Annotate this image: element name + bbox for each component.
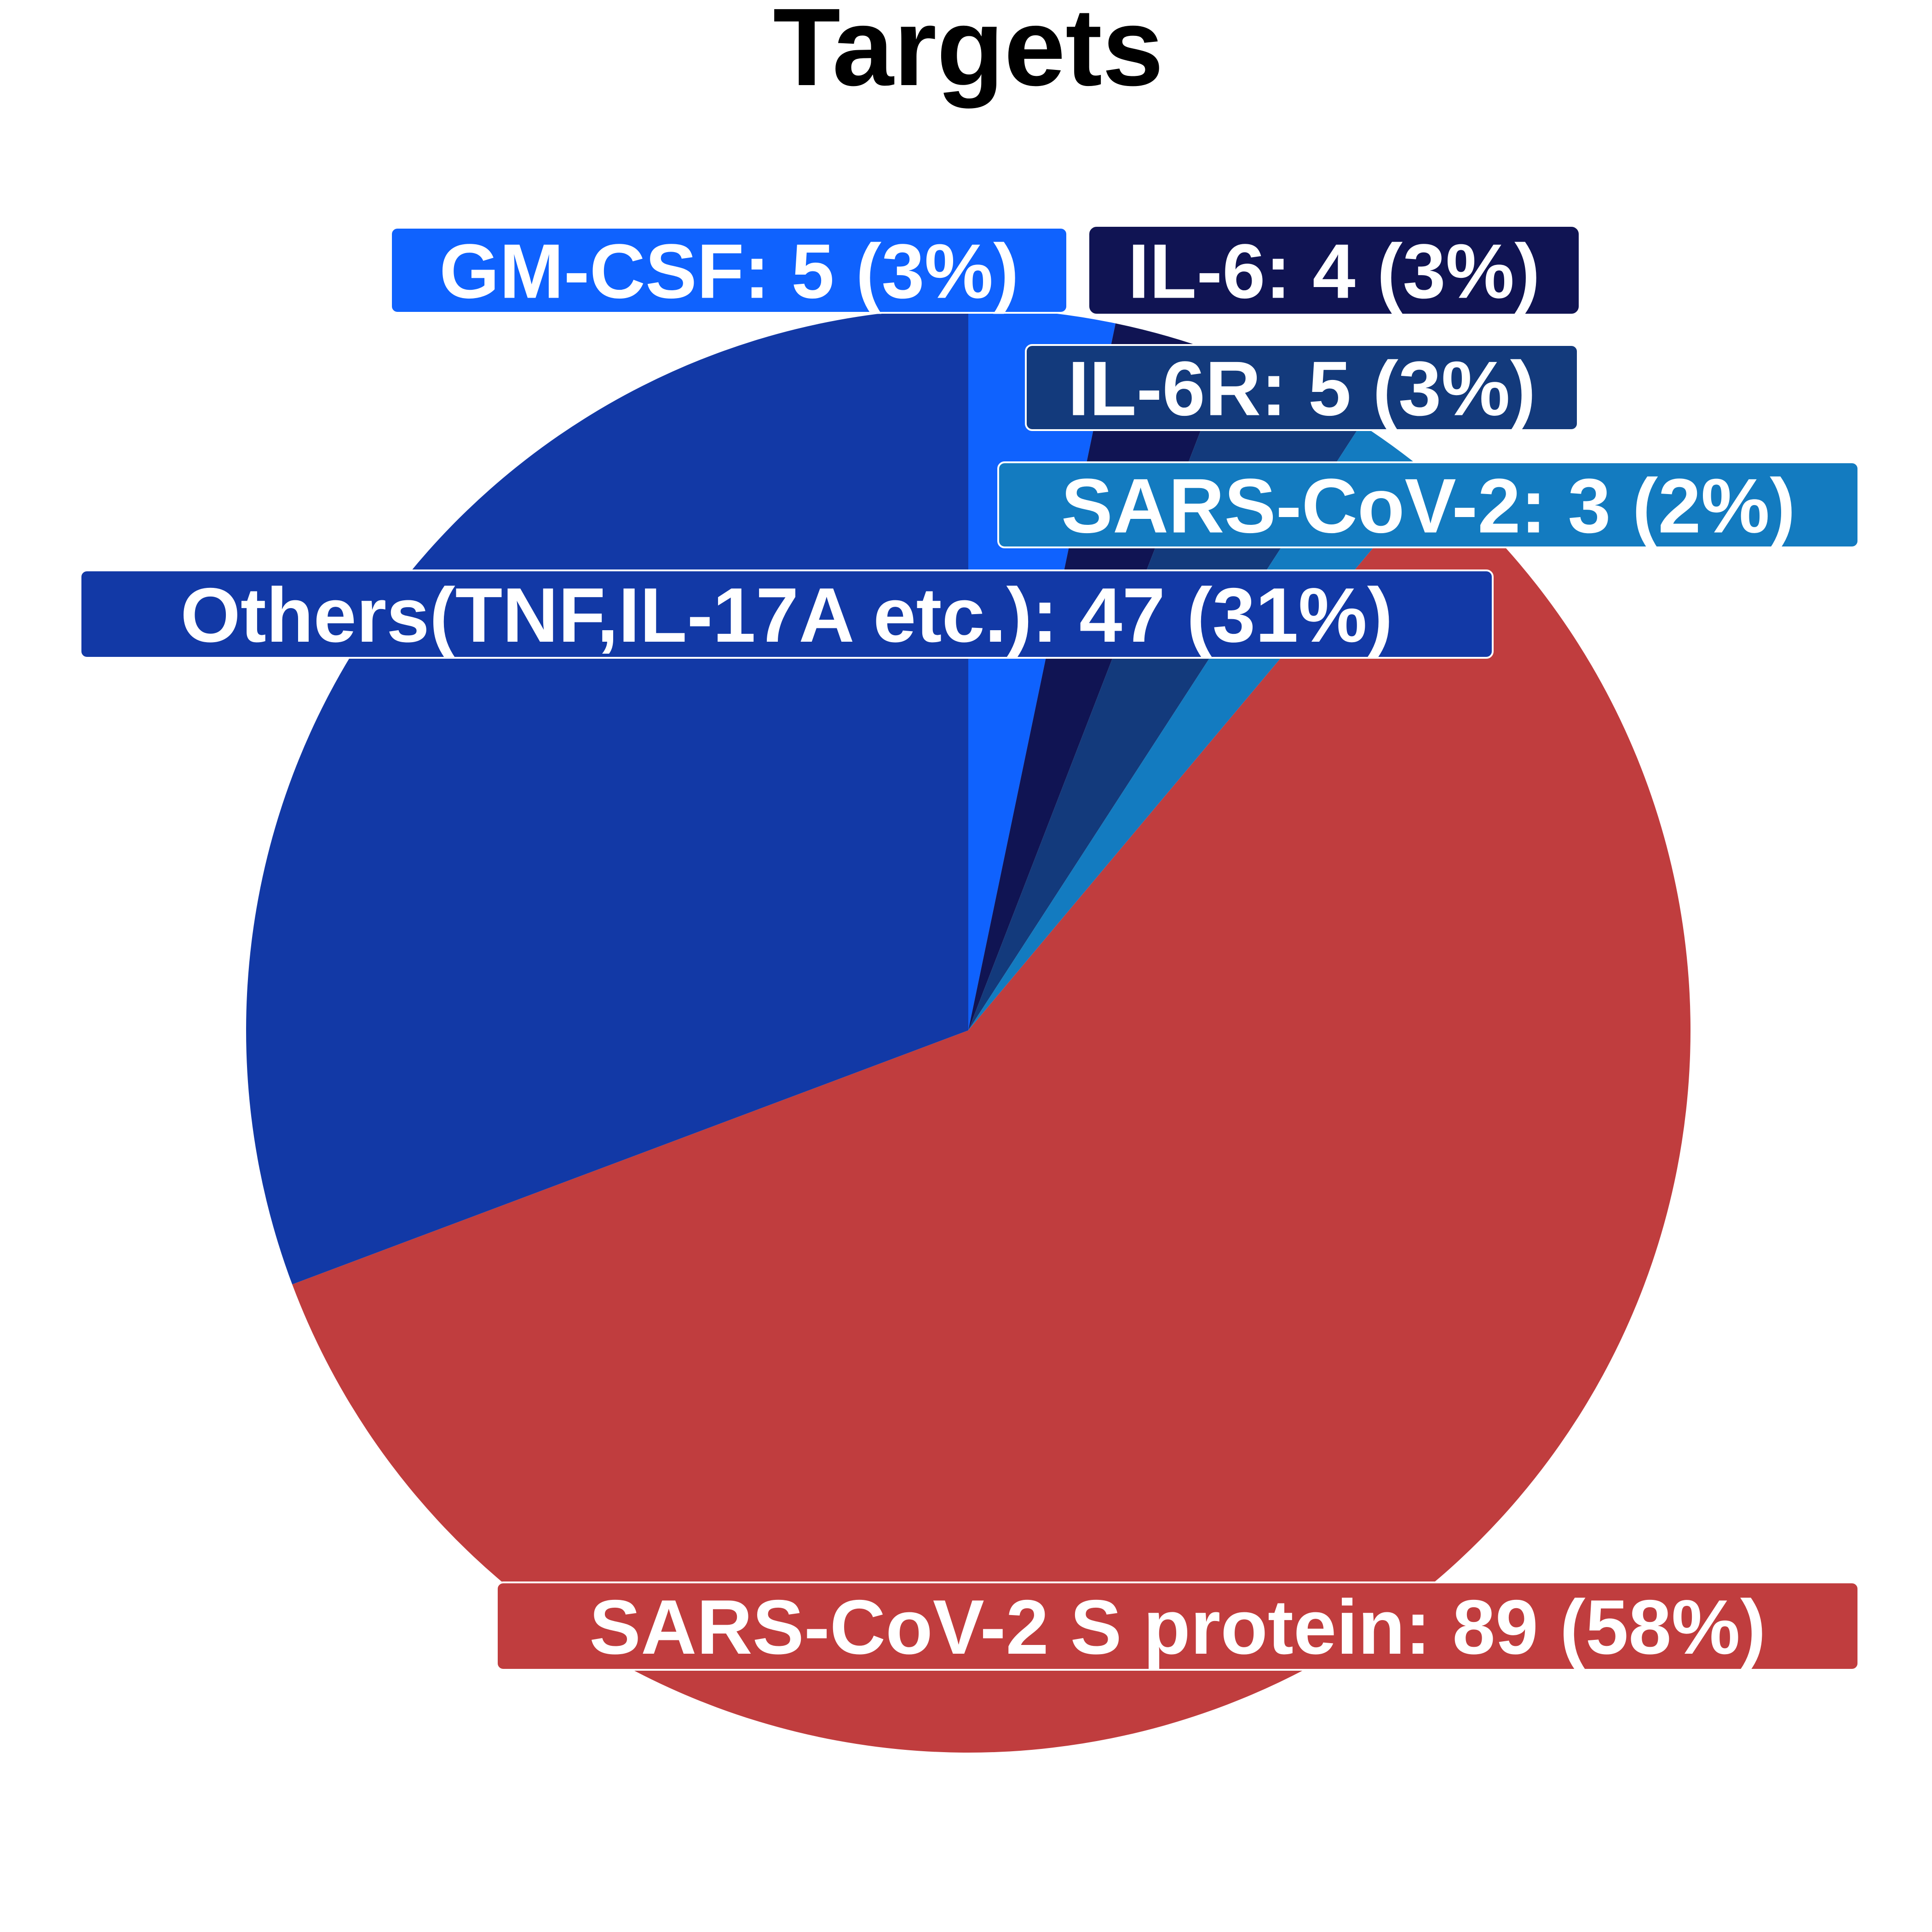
slice-label-il-6r: IL-6R: 5 (3%) bbox=[1025, 344, 1579, 432]
label-box bbox=[997, 461, 1859, 548]
label-box bbox=[1089, 227, 1579, 314]
label-box bbox=[1025, 344, 1579, 431]
chart-title: Targets bbox=[773, 0, 1163, 109]
label-box bbox=[80, 569, 1494, 659]
slice-label-il-6: IL-6: 4 (3%) bbox=[1089, 227, 1579, 315]
label-text: SARS-CoV-2 S protein: 89 (58%) bbox=[589, 1584, 1766, 1670]
slice-label-others-tnf-il-17a-etc: Others(TNF,IL-17A etc.): 47 (31%) bbox=[80, 569, 1494, 659]
pie-slice-sars-cov-2-s-protein bbox=[292, 477, 1691, 1753]
slice-label-sars-cov-2-s-protein: SARS-CoV-2 S protein: 89 (58%) bbox=[496, 1581, 1859, 1671]
pie-slice-others-tnf-il-17a-etc bbox=[246, 308, 968, 1285]
label-text: IL-6: 4 (3%) bbox=[1128, 228, 1540, 315]
slice-labels: GM-CSF: 5 (3%) IL-6: 4 (3%) IL-6R: 5 (3%) S… bbox=[80, 227, 1859, 1671]
pie-slices bbox=[246, 308, 1691, 1753]
label-box bbox=[390, 227, 1068, 314]
label-text: SARS-CoV-2: 3 (2%) bbox=[1061, 463, 1795, 549]
label-text: IL-6R: 5 (3%) bbox=[1068, 345, 1535, 432]
label-text: Others(TNF,IL-17A etc.): 47 (31%) bbox=[180, 572, 1393, 658]
slice-label-gm-csf: GM-CSF: 5 (3%) bbox=[390, 227, 1068, 315]
label-text: GM-CSF: 5 (3%) bbox=[439, 228, 1019, 315]
label-box bbox=[496, 1581, 1859, 1671]
slice-label-sars-cov-2: SARS-CoV-2: 3 (2%) bbox=[997, 461, 1859, 549]
